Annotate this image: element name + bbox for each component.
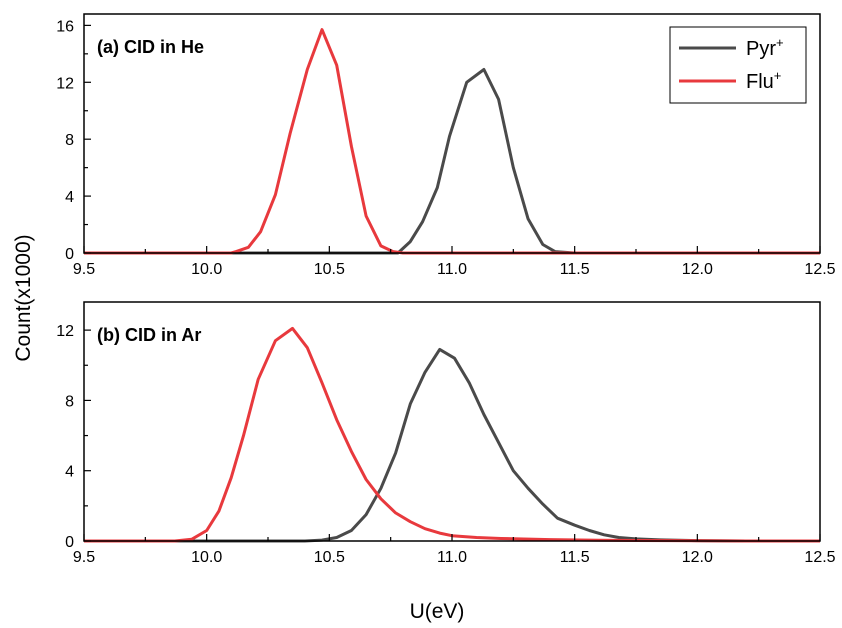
y-tick-label: 12 [56, 75, 74, 92]
series-line-pyr [84, 68, 820, 255]
y-tick-label: 4 [65, 464, 74, 481]
x-tick-label: 11.5 [560, 549, 590, 566]
x-tick-label: 12.5 [804, 261, 835, 278]
y-axis-title: Count(x1000) [12, 234, 35, 361]
panel-label: (b) CID in Ar [97, 325, 201, 345]
y-tick-label: 16 [56, 18, 74, 35]
y-tick-label: 8 [65, 132, 74, 149]
y-tick-label: 0 [65, 246, 74, 263]
y-tick-label: 8 [65, 393, 74, 410]
x-axis-title: U(eV) [410, 600, 465, 623]
panel-a: 9.5 10.0 10.5 11.0 11.5 12.0 12.5 0 4 8 12 16 (a) CI… [56, 13, 836, 278]
x-tick-label: 10.0 [191, 549, 222, 566]
legend-box [669, 26, 807, 104]
x-tick-label: 9.5 [73, 261, 95, 278]
series-line-flu [84, 28, 820, 255]
panel-label: (a) CID in He [97, 37, 204, 57]
x-tick-label: 9.5 [73, 549, 95, 566]
x-tick-label: 12.0 [682, 261, 713, 278]
x-tick-label: 10.5 [314, 549, 345, 566]
y-tick-label: 0 [65, 534, 74, 551]
x-tick-label: 12.0 [682, 549, 713, 566]
x-tick-label: 12.5 [804, 549, 835, 566]
legend-label-pyr: Pyr+ [746, 35, 784, 60]
y-tick-label: 12 [56, 323, 74, 340]
x-tick-label: 10.0 [191, 261, 222, 278]
x-tick-label: 11.5 [560, 261, 590, 278]
panel-b: 9.5 10.0 10.5 11.0 11.5 12.0 12.5 0 4 8 12 (b) CID … [56, 301, 836, 566]
y-tick-label: 4 [65, 189, 74, 206]
legend-label-flu: Flu+ [746, 68, 781, 93]
series-line-flu [84, 326, 820, 543]
series-line-pyr [84, 347, 820, 543]
x-tick-label: 11.0 [437, 549, 467, 566]
x-tick-label: 10.5 [314, 261, 345, 278]
x-tick-label: 11.0 [437, 261, 467, 278]
legend: Pyr+ Flu+ [669, 26, 807, 104]
